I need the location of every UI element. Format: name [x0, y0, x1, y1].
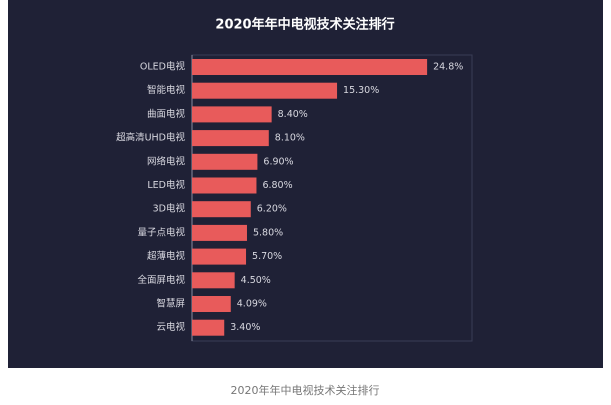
caption: 2020年年中电视技术关注排行	[231, 383, 380, 397]
bar	[192, 130, 269, 147]
value-label: 6.90%	[263, 156, 293, 167]
bar	[192, 248, 247, 265]
value-label: 5.70%	[252, 251, 282, 262]
value-label: 24.8%	[433, 62, 463, 73]
bar	[192, 153, 258, 170]
bar	[192, 296, 231, 312]
value-label: 5.80%	[253, 227, 283, 238]
category-label: 量子点电视	[137, 226, 185, 238]
value-label: 6.80%	[262, 180, 292, 191]
bar	[192, 59, 428, 75]
value-label: 4.09%	[237, 299, 267, 310]
category-label: OLED电视	[140, 61, 186, 73]
category-label: 曲面电视	[147, 108, 186, 120]
bar	[192, 319, 225, 336]
category-label: 全面屏电视	[137, 274, 185, 286]
category-label: LED电视	[147, 179, 185, 191]
bar	[192, 82, 338, 99]
value-label: 8.10%	[275, 133, 305, 144]
value-label: 3.40%	[230, 322, 260, 333]
category-label: 云电视	[156, 321, 185, 333]
value-label: 4.50%	[241, 275, 271, 286]
value-label: 8.40%	[278, 109, 308, 120]
bar	[192, 106, 272, 123]
chart-title: 2020年年中电视技术关注排行	[215, 17, 394, 33]
category-label: 智能电视	[147, 84, 186, 96]
category-label: 网络电视	[147, 155, 186, 167]
category-label: 智慧屏	[156, 298, 185, 310]
bar	[192, 177, 257, 194]
value-label: 6.20%	[257, 204, 287, 215]
bar	[192, 201, 251, 218]
bar	[192, 224, 247, 241]
category-label: 3D电视	[153, 203, 186, 215]
value-label: 15.30%	[343, 85, 379, 96]
category-label: 超薄电视	[147, 250, 186, 262]
category-label: 超高清UHD电视	[116, 132, 185, 144]
bar	[192, 272, 235, 289]
